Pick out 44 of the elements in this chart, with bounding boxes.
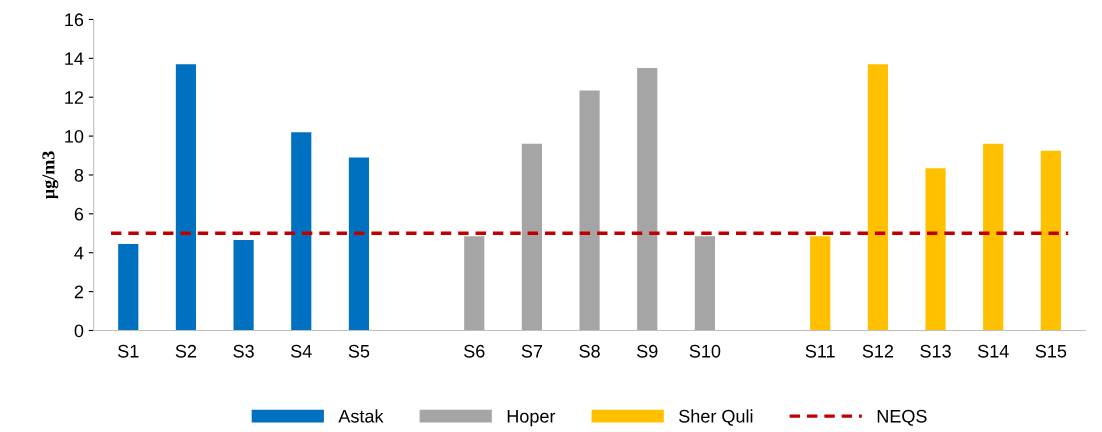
x-tick-label: S8	[579, 344, 600, 358]
legend-label: Hoper	[507, 410, 556, 427]
bar	[521, 143, 542, 331]
bar	[233, 240, 254, 331]
x-tick-label: S1	[118, 344, 139, 358]
x-tick-label: S6	[464, 344, 485, 358]
y-tick-label: 14	[65, 52, 84, 65]
y-tick-label: 0	[74, 324, 84, 338]
legend-label: Astak	[338, 409, 384, 423]
bar	[637, 68, 658, 331]
bar	[175, 64, 197, 331]
y-tick-label: 4	[74, 246, 84, 260]
x-tick-label: S4	[291, 344, 312, 358]
x-tick-label: S2	[175, 344, 197, 358]
y-tick-label: 10	[65, 130, 84, 143]
bar	[1040, 150, 1061, 331]
x-tick-label: S5	[348, 344, 370, 358]
bar	[925, 168, 946, 331]
x-tick-label: S15	[1035, 344, 1067, 358]
x-tick-label: S7	[521, 344, 543, 358]
x-tick-label: S9	[637, 344, 658, 358]
x-tick-label: S3	[233, 344, 254, 358]
legend-label: NEQS	[877, 409, 927, 426]
bar	[464, 236, 485, 331]
bar	[867, 64, 888, 331]
y-tick-label: 12	[65, 91, 84, 104]
x-tick-label: S12	[862, 344, 894, 358]
y-tick-label: 8	[74, 168, 84, 182]
bar	[983, 143, 1004, 331]
bar	[348, 157, 370, 331]
bar	[694, 236, 715, 331]
x-tick-label: S10	[689, 344, 721, 358]
bar	[810, 236, 831, 331]
x-tick-label: S14	[977, 344, 1009, 358]
x-tick-label: S11	[805, 344, 835, 358]
y-tick-label: 16	[65, 13, 84, 27]
legend-label: Sher Quli	[679, 409, 753, 426]
bar	[291, 132, 312, 331]
y-axis-title: µg/m3	[42, 151, 59, 199]
y-tick-label: 2	[74, 285, 84, 299]
x-tick-label: S13	[920, 344, 951, 358]
y-tick-label: 6	[74, 207, 84, 221]
bar	[118, 243, 139, 331]
bar	[579, 90, 600, 331]
